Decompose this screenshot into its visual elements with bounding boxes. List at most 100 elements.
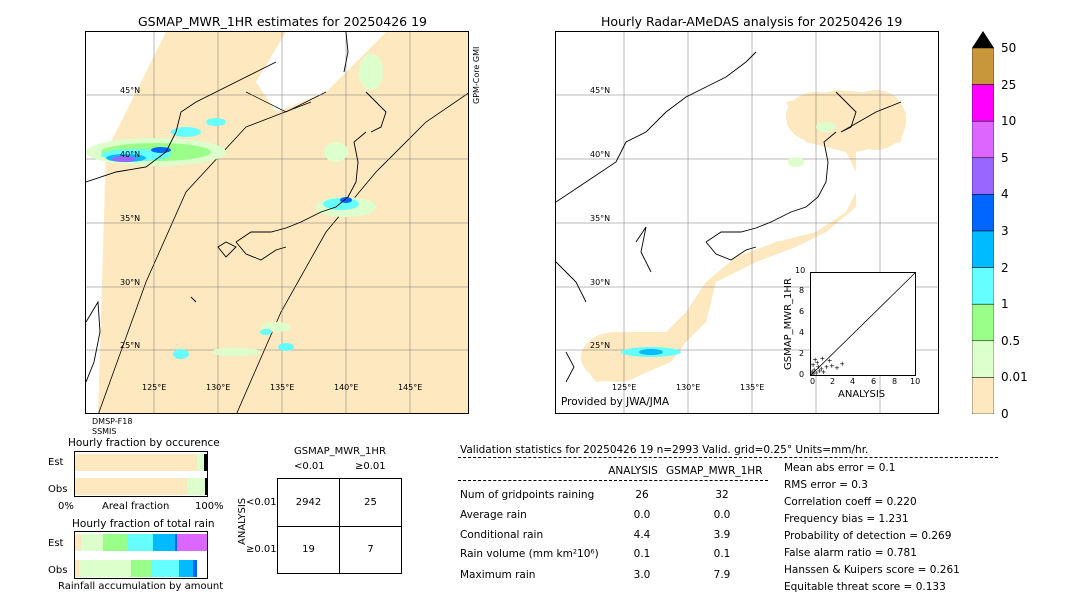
- right-lon-label: 125°E: [612, 383, 636, 392]
- scatter-canvas: [810, 272, 916, 376]
- validation-score: Hanssen & Kuipers score = 0.261: [784, 564, 960, 576]
- occurrence-est-bar: [75, 454, 198, 471]
- total-rain-row-obs: Obs: [48, 565, 68, 576]
- scatter-point: [827, 358, 832, 363]
- validation-score: Mean abs error = 0.1: [784, 462, 896, 474]
- left-lat-label: 45°N: [120, 86, 140, 95]
- total-rain-est-bar: [75, 534, 81, 551]
- colorbar-label: 50: [1001, 41, 1017, 55]
- validation-score: Frequency bias = 1.231: [784, 513, 909, 525]
- total-rain-obs-bar: [79, 560, 131, 577]
- colorbar-band: [971, 340, 995, 378]
- colorbar-band: [971, 47, 995, 85]
- total-rain-footer: Rainfall accumulation by amount: [58, 581, 224, 592]
- total-rain-obs-bar: [179, 560, 193, 577]
- colorbar-label: 0.01: [1001, 370, 1028, 385]
- total-rain-chart: [74, 531, 208, 579]
- left-lat-label: 35°N: [120, 214, 140, 223]
- total-rain-est-bar: [175, 534, 177, 551]
- left-map-title: GSMAP_MWR_1HR estimates for 20250426 19: [138, 14, 427, 29]
- scatter-point: [814, 370, 819, 375]
- validation-score: Probability of detection = 0.269: [784, 530, 952, 542]
- left-lat-label: 30°N: [120, 278, 140, 287]
- left-map-sensor: SSMIS: [92, 427, 117, 436]
- validation-row-gsmap: 7.9: [713, 569, 731, 581]
- scatter-point: [819, 366, 824, 371]
- validation-row-gsmap: 0.0: [713, 509, 731, 521]
- left-lon-label: 140°E: [334, 383, 358, 392]
- left-map-sensor-note: GPM-Core GMI: [472, 46, 481, 104]
- colorbar-label: 10: [1001, 114, 1017, 129]
- scatter-point: [840, 361, 845, 366]
- contingency-row-label: <0.01: [246, 497, 277, 508]
- scatter-ytick: 10: [795, 266, 806, 275]
- colorbar-band: [971, 157, 995, 195]
- colorbar-band: [971, 230, 995, 268]
- validation-row-analysis: 4.4: [633, 529, 651, 541]
- colorbar-arrow: [972, 31, 994, 48]
- contingency-col-label: <0.01: [294, 461, 325, 472]
- validation-row-analysis: 0.1: [633, 548, 651, 560]
- validation-row-label: Num of gridpoints raining: [460, 489, 595, 501]
- contingency-col-label: ≥0.01: [355, 461, 386, 472]
- left-lat-label: 40°N: [120, 150, 140, 159]
- total-rain-est-bar: [127, 534, 153, 551]
- validation-score: False alarm ratio = 0.781: [784, 547, 917, 559]
- scatter-point: [835, 365, 839, 370]
- total-rain-obs-bar: [75, 560, 79, 577]
- contingency-cell: 19: [302, 544, 315, 555]
- scatter-ytick: 2: [799, 349, 805, 358]
- validation-row-label: Average rain: [460, 509, 527, 521]
- colorbar-band: [971, 267, 995, 305]
- contingency-cell: 7: [367, 544, 374, 555]
- total-rain-title: Hourly fraction of total rain: [72, 518, 215, 530]
- right-map: 45°N 40°N 35°N 30°N 25°N 125°E 130°E 135…: [555, 31, 939, 414]
- colorbar-label: 4: [1001, 187, 1009, 202]
- scatter-diagonal: [810, 272, 916, 376]
- scatter-ytick: 6: [799, 307, 805, 316]
- validation-row-analysis: 26: [635, 489, 649, 501]
- validation-row-analysis: 3.0: [633, 569, 651, 581]
- scatter-ytick: 8: [799, 286, 805, 295]
- left-lat-label: 25°N: [120, 341, 140, 350]
- total-rain-est-bar: [153, 534, 175, 551]
- colorbar-canvas: [971, 31, 995, 415]
- left-lon-label: 130°E: [206, 383, 230, 392]
- scatter-point: [813, 357, 818, 362]
- scatter-plot: [810, 272, 916, 376]
- colorbar-band: [971, 120, 995, 159]
- validation-divider: [458, 457, 998, 458]
- scatter-point: [821, 369, 826, 374]
- colorbar: [971, 31, 995, 415]
- scatter-xtick: 0: [810, 377, 816, 386]
- colorbar-label: 3: [1001, 224, 1009, 238]
- left-lon-label: 135°E: [270, 383, 294, 392]
- total-rain-est-bar: [103, 534, 127, 551]
- scatter-point: [820, 356, 825, 361]
- right-lat-label: 30°N: [590, 278, 610, 287]
- left-map-satellite: DMSP-F18: [92, 417, 133, 426]
- occurrence-chart: [74, 451, 208, 497]
- right-map-rain: [621, 122, 836, 357]
- colorbar-bands: [971, 47, 995, 415]
- scatter-point: [816, 364, 821, 369]
- validation-row-gsmap: 3.9: [713, 529, 731, 541]
- scatter-ylabel: GSMAP_MWR_1HR: [783, 278, 794, 370]
- left-lon-label: 145°E: [398, 383, 422, 392]
- validation-row-label: Rain volume (mm km²10⁶): [460, 548, 599, 560]
- colorbar-band: [971, 303, 995, 342]
- occurrence-obs-bar: [205, 478, 207, 495]
- right-map-coastline: [556, 51, 902, 383]
- colorbar-label: 5: [1001, 150, 1009, 165]
- scatter-point: [815, 360, 820, 365]
- scatter-point: [812, 367, 817, 372]
- validation-divider: [458, 480, 768, 481]
- contingency-row-label: ≥0.01: [246, 544, 277, 555]
- validation-row-label: Conditional rain: [460, 529, 544, 541]
- total-rain-est-bar: [81, 534, 103, 551]
- total-rain-obs-bar: [151, 560, 179, 577]
- total-rain-obs-bar: [193, 560, 197, 577]
- occurrence-est-bar: [204, 454, 207, 471]
- left-map-canvas: 45°N 40°N 35°N 30°N 25°N 125°E 130°E 135…: [86, 32, 468, 413]
- colorbar-label: 2: [1001, 260, 1009, 275]
